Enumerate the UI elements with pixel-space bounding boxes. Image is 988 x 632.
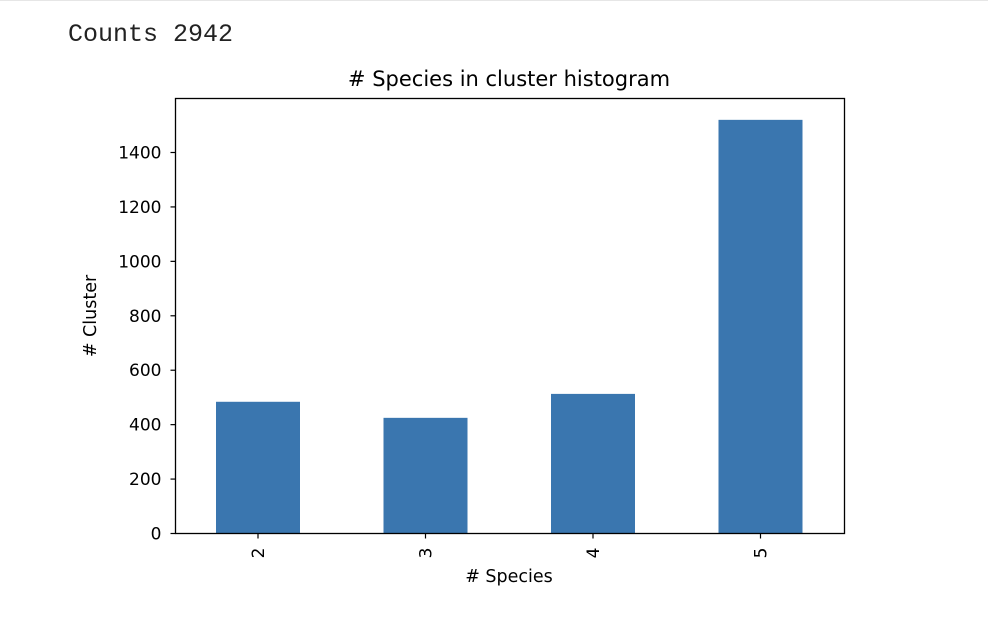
y-tick-label: 600	[129, 361, 161, 381]
y-tick-label: 800	[129, 307, 161, 327]
x-axis-label: # Species	[465, 567, 553, 587]
y-tick-label: 1400	[118, 144, 161, 164]
bar-species-2	[216, 401, 300, 534]
counts-readout: Counts 2942	[68, 20, 233, 50]
x-tick-label: 2	[249, 548, 269, 559]
bar-species-4	[551, 393, 635, 534]
bars-group	[216, 119, 803, 534]
y-tick-label: 200	[129, 470, 161, 490]
y-tick-label: 1000	[118, 252, 161, 272]
counts-value: 2942	[173, 20, 234, 49]
counts-label: Counts	[68, 20, 159, 49]
x-tick-label: 3	[417, 548, 437, 559]
y-tick-label: 0	[151, 525, 162, 545]
chart-title: # Species in cluster histogram	[348, 67, 670, 91]
plot-frame	[174, 97, 846, 535]
x-tick-label: 5	[752, 548, 772, 559]
x-axis-ticks: 2 3 4 5	[249, 533, 772, 559]
x-tick-label: 4	[584, 548, 604, 559]
y-tick-label: 400	[129, 416, 161, 436]
bar-species-3	[383, 417, 468, 534]
bar-species-5	[718, 119, 803, 534]
y-axis-ticks: 0 200 400 600 800 1000 1200 1400	[118, 144, 176, 545]
y-tick-label: 1200	[118, 198, 161, 218]
top-divider	[0, 0, 988, 1]
y-axis-label: # Cluster	[81, 274, 101, 357]
